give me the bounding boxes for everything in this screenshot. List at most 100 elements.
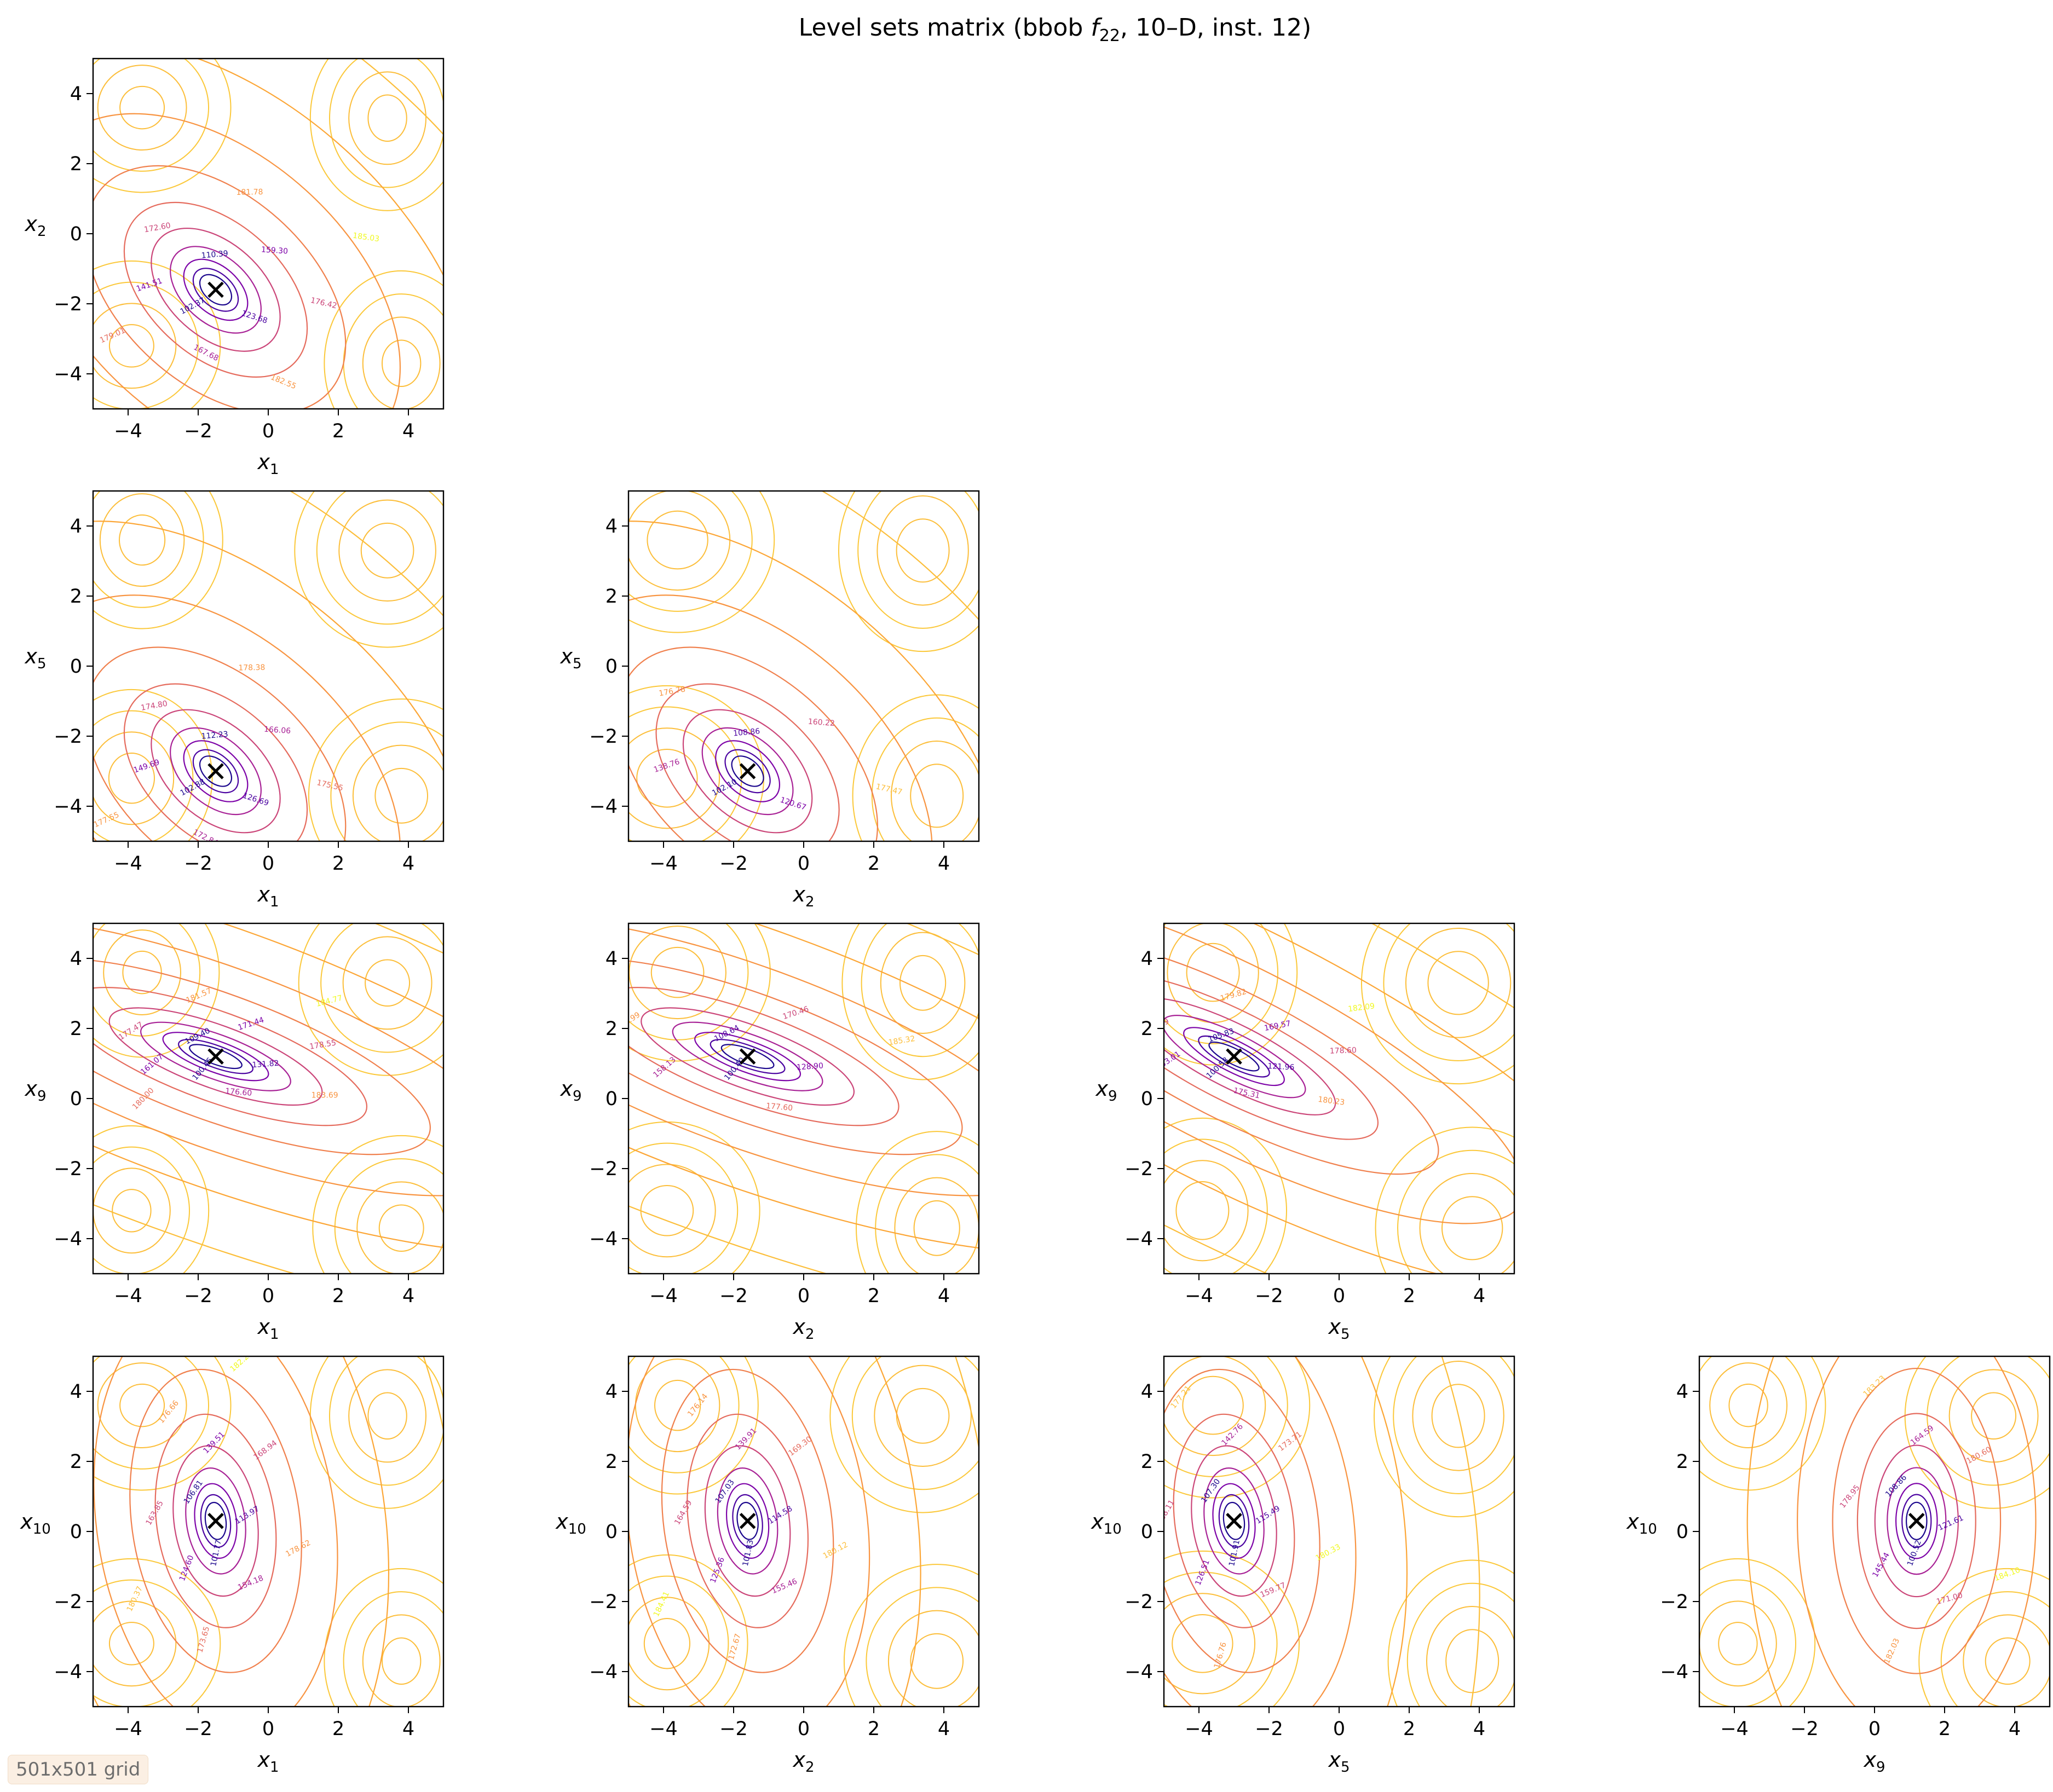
outer-contour-line	[1397, 1149, 1514, 1274]
y-tick-label: 2	[1676, 1451, 1688, 1473]
level-contour-line	[93, 923, 443, 1255]
outer-contour-line	[367, 94, 407, 142]
contour-label: 138.76	[653, 758, 681, 774]
contour-label: 182.09	[1347, 1002, 1375, 1014]
y-tick-label: −2	[54, 1591, 82, 1613]
outer-contour-line	[647, 510, 708, 570]
y-axis-label-base: x	[1626, 1510, 1639, 1534]
outer-contour-line	[1699, 1600, 1777, 1687]
level-contour-line	[1198, 1035, 1270, 1078]
level-contour-line	[628, 646, 878, 841]
outer-contour-line	[1427, 951, 1489, 1015]
outer-contour-line	[338, 499, 436, 602]
outer-contour-line	[871, 717, 979, 841]
level-contour-line	[185, 1467, 246, 1575]
contour-label: 180.12	[822, 1540, 850, 1560]
x-tick-label: −2	[1255, 1718, 1283, 1740]
outer-contour-line	[348, 1369, 426, 1463]
y-tick-label: −2	[1124, 1591, 1153, 1613]
outer-contour-line	[843, 1564, 979, 1707]
level-contour-line	[170, 727, 262, 816]
contour-label: 182.22	[228, 1349, 254, 1374]
x-tick-label: −4	[649, 853, 678, 875]
x-tick-label: −4	[114, 420, 142, 442]
x-tick-label: 2	[1403, 1285, 1415, 1307]
outer-contour-line	[876, 495, 969, 606]
contour-label: 184.25	[48, 1047, 75, 1070]
y-tick-label: 2	[605, 1451, 618, 1473]
outer-contour-line	[628, 1575, 729, 1707]
y-tick-label: 2	[605, 1018, 618, 1040]
contour-label: 172.84	[192, 828, 220, 848]
level-contour-line	[1164, 1015, 1306, 1099]
outer-contour-line	[841, 923, 979, 1080]
contour-label: 101.77	[209, 1539, 223, 1567]
outer-contour-line	[93, 281, 199, 409]
x-tick-label: −2	[719, 1718, 748, 1740]
y-tick-label: −2	[54, 1158, 82, 1180]
level-contour-line	[93, 594, 401, 841]
x-tick-label: 0	[1869, 1718, 1881, 1740]
y-tick-label: −2	[54, 293, 82, 315]
y-tick-label: 2	[70, 586, 82, 608]
x-tick-label: −4	[114, 853, 142, 875]
outer-contour-line	[628, 491, 753, 612]
x-axis-label-subscript: 5	[1341, 1759, 1350, 1776]
x-tick-label: 2	[868, 853, 880, 875]
y-axis-label-subscript: 10	[33, 1521, 51, 1537]
outer-contour-line	[857, 491, 979, 629]
outer-contour-line	[103, 929, 182, 1016]
axes-frame	[627, 490, 980, 842]
x-axis-label-subscript: 2	[805, 1759, 815, 1776]
outer-contour-line	[1393, 1356, 1514, 1494]
y-axis-label-base: x	[24, 644, 37, 668]
optimum-marker	[207, 1048, 224, 1065]
contour-label: 124.60	[178, 1554, 195, 1582]
contour-area: 100.52108.86121.61145.44164.59171.00178.…	[1432, 640, 2053, 1792]
contour-label: 185.32	[888, 1034, 916, 1047]
level-contour-line	[93, 1356, 338, 1707]
outer-contour-line	[1948, 1369, 2039, 1463]
axes-frame	[1698, 1355, 2051, 1708]
y-axis-label: x10	[1626, 1510, 1657, 1537]
outer-contour-line	[891, 740, 979, 841]
optimum-marker	[1226, 1513, 1242, 1529]
outer-contour-line	[1186, 943, 1240, 1002]
outer-contour-line	[316, 491, 443, 625]
y-tick-label: 4	[70, 516, 82, 537]
outer-contour-line	[1699, 1558, 1816, 1707]
outer-contour-line	[93, 1600, 177, 1687]
outer-contour-line	[374, 767, 429, 824]
outer-contour-line	[119, 514, 166, 566]
outer-contour-line	[108, 324, 154, 368]
outer-contour-line	[1918, 1568, 2050, 1707]
contour-label: 178.62	[284, 1539, 312, 1559]
y-axis-label-subscript: 10	[568, 1521, 586, 1537]
outer-contour-line	[343, 293, 443, 409]
y-tick-label: 2	[605, 586, 618, 608]
contour-label: 106.81	[182, 1479, 205, 1506]
x-axis-label: x5	[1328, 1315, 1350, 1343]
y-axis-label-base: x	[560, 644, 573, 668]
contour-label: 175.55	[316, 778, 344, 793]
x-tick-label: 2	[332, 853, 344, 875]
contour-label: 128.90	[797, 1061, 824, 1072]
contour-label: 123.68	[240, 309, 269, 325]
panel-x9-x10: 100.52108.86121.61145.44164.59171.00178.…	[1432, 640, 2053, 1792]
level-contour-line	[1208, 1041, 1260, 1072]
outer-contour-line	[362, 1614, 441, 1707]
level-contour-line	[628, 1356, 979, 1707]
contour-label: 176.14	[686, 1392, 710, 1418]
level-contour-line	[93, 987, 368, 1126]
level-contour-line	[93, 923, 443, 1274]
contour-label: 139.51	[201, 1430, 227, 1455]
y-tick-label: −4	[1124, 1661, 1153, 1683]
y-tick-label: 0	[1141, 1521, 1153, 1543]
level-contour-line	[1432, 640, 2053, 1792]
contour-label: 139.91	[734, 1426, 759, 1452]
outer-contour-line	[93, 59, 232, 193]
contour-label: 184.77	[315, 994, 343, 1009]
panel-x1-x2: 102.37110.39123.68141.51159.30167.68172.…	[24, 57, 445, 478]
y-axis-label-base: x	[24, 212, 37, 236]
